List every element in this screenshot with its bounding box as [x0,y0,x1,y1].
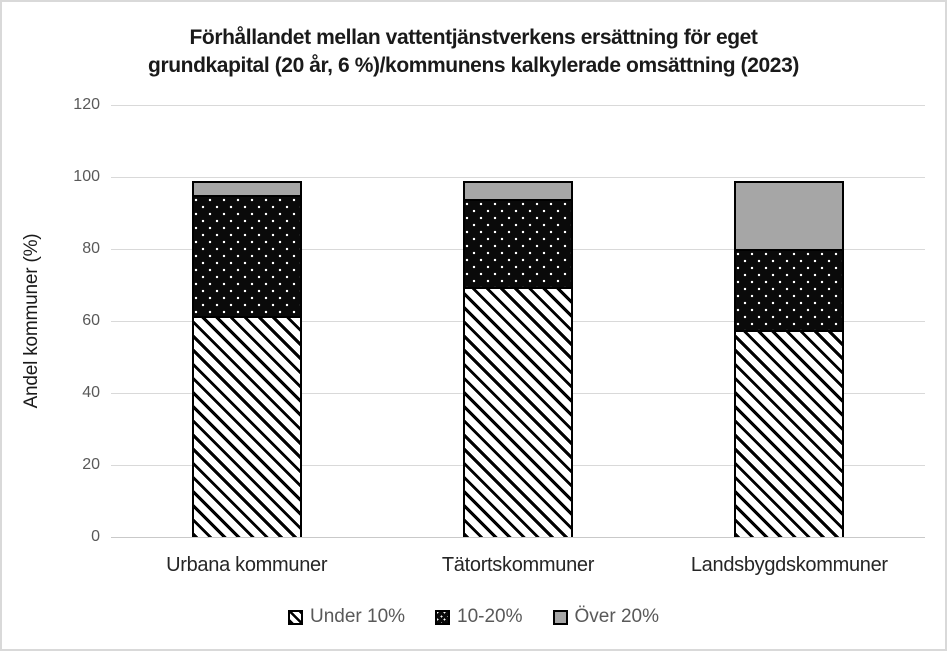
bar-segment [464,199,571,287]
bar-segment [736,183,843,250]
bar-1 [191,181,302,537]
legend: Under 10% 10-20% Över 20% [2,606,945,628]
x-axis-label-2: Tätortskommuner [441,554,595,576]
legend-item-3: Över 20% [552,606,660,628]
gridline-y-120 [111,105,925,106]
x-axis-labels: Urbana kommuner Tätortskommuner Landsbygds… [111,554,925,577]
bar-segment [193,195,300,316]
bar-segment [736,330,843,537]
gridline-y-0 [111,537,925,538]
bar-slot-2 [382,105,653,537]
bar-segment [193,183,300,196]
legend-label-1: Under 10% [309,606,406,627]
y-tick-label-20: 20 [82,456,100,473]
plot-area [111,105,925,538]
y-tick-label-120: 120 [73,96,100,113]
y-tick-label-80: 80 [82,240,100,257]
y-tick-label-60: 60 [82,312,100,329]
bar-segment [464,183,571,199]
legend-label-2: 10-20% [457,606,523,627]
legend-marker-dots-icon [435,609,451,625]
bar-segment [464,287,571,537]
bar-segment [193,315,300,537]
x-axis-label-3: Landsbygdskommuner [690,554,888,576]
bar-3 [734,181,845,537]
legend-item-2: 10-20% [435,606,523,628]
y-tick-label-0: 0 [91,528,100,545]
legend-marker-hatch-icon [287,609,303,625]
chart-title-line-1: Förhållandet mellan vattentjänstverkens … [189,26,758,49]
legend-item-1: Under 10% [287,606,406,628]
gridline-y-100 [111,177,925,178]
chart-title: Förhållandet mellan vattentjänstverkens … [2,24,945,80]
y-tick-label-40: 40 [82,384,100,401]
chart-title-line-2: grundkapital (20 år, 6 %)/kommunens kalk… [148,54,799,77]
y-tick-label-100: 100 [73,168,100,185]
legend-label-3: Över 20% [574,606,660,627]
x-axis-label-1: Urbana kommuner [166,554,328,576]
bars-layer [111,105,925,537]
bar-slot-1 [111,105,382,537]
bar-slot-3 [654,105,925,537]
bar-2 [462,181,573,537]
bar-segment [736,249,843,331]
legend-marker-gray-icon [552,609,568,625]
